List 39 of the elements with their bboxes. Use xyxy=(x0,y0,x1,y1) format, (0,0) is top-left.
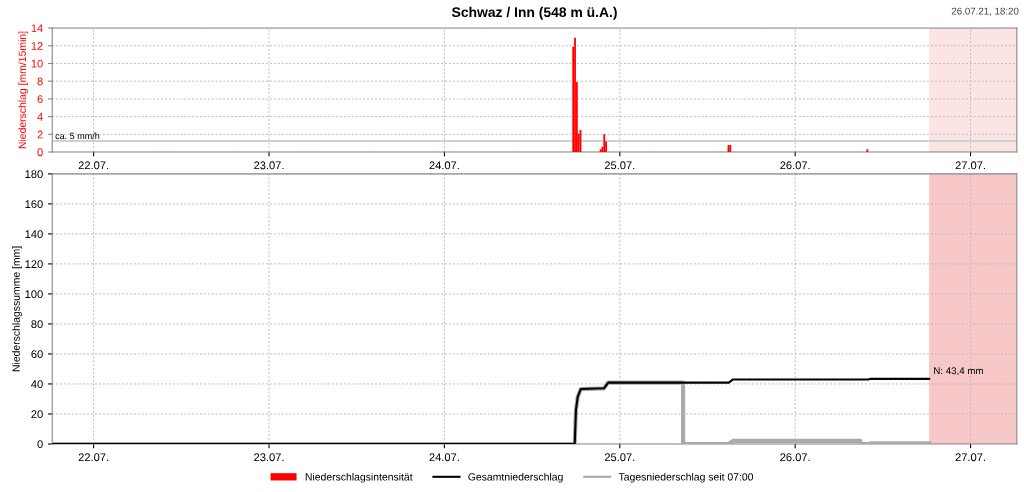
y-tick-label: 0 xyxy=(37,148,43,157)
y-axis-title: Niederschlagssumme [mm] xyxy=(12,246,22,372)
y-tick-label: 6 xyxy=(37,95,43,104)
y-tick-label: 80 xyxy=(31,320,43,329)
x-tick-label: 22.07. xyxy=(78,453,109,462)
y-tick-label: 4 xyxy=(37,112,43,121)
y-tick-label: 140 xyxy=(25,230,43,239)
x-tick-label: 27.07. xyxy=(955,453,985,462)
y-tick-label: 14 xyxy=(31,24,43,33)
x-tick-label: 23.07. xyxy=(254,453,284,462)
x-tick-label: 26.07. xyxy=(780,453,810,462)
chart-title: Schwaz / Inn (548 m ü.A.) xyxy=(451,6,617,20)
annotation: N: 43,4 mm xyxy=(934,367,983,376)
y-tick-label: 120 xyxy=(25,260,43,269)
legend-label: Niederschlagsintensität xyxy=(305,472,413,483)
legend-label: Tagesniederschlag seit 07:00 xyxy=(618,472,754,483)
x-tick-label: 26.07. xyxy=(780,161,810,170)
y-tick-label: 10 xyxy=(31,59,43,68)
y-tick-label: 12 xyxy=(31,42,43,50)
y-tick-label: 2 xyxy=(37,130,43,139)
y-tick-label: 8 xyxy=(37,77,43,86)
x-tick-label: 23.07. xyxy=(254,161,284,170)
x-tick-label: 25.07. xyxy=(604,453,635,462)
y-tick-label: 60 xyxy=(31,350,43,359)
x-tick-label: 25.07. xyxy=(604,161,635,170)
x-tick-label: 24.07. xyxy=(429,453,459,462)
y-tick-label: 40 xyxy=(31,380,43,389)
y-tick-label: 160 xyxy=(25,200,43,209)
text: 26.07.21, 18:20 xyxy=(951,7,1019,16)
y-tick-label: 180 xyxy=(25,170,43,179)
ref-line-label: ca. 5 mm/h xyxy=(55,132,100,140)
legend-label: Gesamtniederschlag xyxy=(468,472,563,483)
x-tick-label: 24.07. xyxy=(429,161,459,170)
y-tick-label: 0 xyxy=(37,440,43,449)
y-tick-label: 100 xyxy=(25,290,43,299)
x-tick-label: 22.07. xyxy=(78,161,109,170)
y-tick-label: 20 xyxy=(31,410,43,419)
y-axis-title: Niederschlag [mm/15min] xyxy=(18,31,29,149)
x-tick-label: 27.07. xyxy=(955,161,985,170)
